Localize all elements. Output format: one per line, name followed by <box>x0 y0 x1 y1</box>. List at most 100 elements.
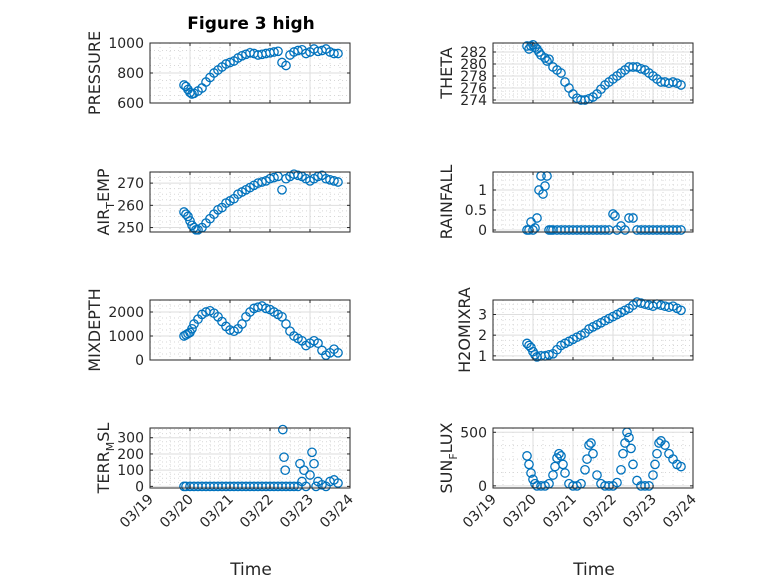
data-point <box>600 225 610 235</box>
y-axis-label: THETA <box>437 47 456 99</box>
data-point <box>281 319 291 329</box>
data-point <box>305 470 315 480</box>
data-point <box>532 213 542 223</box>
x-axis-label-left: Time <box>229 560 272 580</box>
y-tick-label: 274 <box>460 93 487 109</box>
data-point <box>277 311 287 322</box>
y-tick-label: 0 <box>478 479 487 495</box>
data-point <box>261 303 271 314</box>
data-point <box>542 56 552 66</box>
axes-frame <box>149 427 351 489</box>
y-tick-label: 270 <box>117 176 144 192</box>
y-tick-label: 0 <box>478 223 487 239</box>
axes-frame <box>492 171 694 233</box>
data-point <box>636 63 646 74</box>
y-axis-label: SUNFLUX <box>437 422 460 493</box>
y-tick-label: 1 <box>478 349 487 365</box>
data-point <box>269 172 279 183</box>
y-tick-label: 260 <box>117 198 144 214</box>
data-point <box>309 458 319 469</box>
x-tick-label: 03/24 <box>317 491 357 531</box>
data-point <box>586 438 596 448</box>
data-point <box>588 448 598 459</box>
data-point <box>277 424 288 435</box>
data-point <box>620 225 630 235</box>
data-point <box>333 48 343 59</box>
data-point <box>616 464 626 475</box>
y-tick-label: 0.5 <box>465 203 487 219</box>
data-point <box>329 176 339 186</box>
x-tick-label: 03/21 <box>197 492 237 532</box>
data-point <box>582 454 592 464</box>
subplot-4: 0 0.5 1 RAINFALL <box>437 165 694 240</box>
y-tick-label: 100 <box>117 463 144 479</box>
y-tick-label: 200 <box>117 447 144 463</box>
data-point <box>626 443 636 454</box>
axes-frame <box>492 427 694 489</box>
data-point <box>293 170 303 181</box>
data-point <box>313 338 323 349</box>
y-axis-label: TERRMSL <box>94 423 117 495</box>
x-tick-label: 03/22 <box>237 492 277 532</box>
data-point <box>540 53 550 63</box>
data-point <box>526 41 536 51</box>
data-point <box>187 323 197 334</box>
data-point <box>277 184 287 195</box>
data-point <box>676 80 686 90</box>
data-point <box>624 213 634 223</box>
y-tick-label: 280 <box>460 57 487 73</box>
data-point <box>554 448 564 459</box>
data-point <box>610 211 620 221</box>
x-tick-label: 03/24 <box>660 491 700 531</box>
x-tick-label: 03/21 <box>540 492 580 532</box>
y-axis-label: RAINFALL <box>437 165 456 240</box>
data-point <box>544 349 554 360</box>
y-axis-label: H2OMIXRA <box>455 287 474 373</box>
data-point <box>333 177 343 187</box>
data-point <box>534 47 544 57</box>
data-point <box>624 432 634 443</box>
figure-title: Figure 3 high <box>187 14 315 34</box>
y-tick-label: 2000 <box>108 305 144 321</box>
data-point <box>280 465 291 476</box>
data-point <box>544 54 554 65</box>
data-point <box>281 60 291 71</box>
data-point <box>279 452 289 463</box>
y-tick-label: 0 <box>135 479 144 495</box>
data-point <box>269 47 279 57</box>
data-point <box>676 225 686 235</box>
axes-frame <box>149 299 351 361</box>
data-point <box>329 48 339 59</box>
subplot-8: 0 500 03/19 03/20 03/21 03/22 03/23 03/24 SUNFLU… <box>437 422 700 531</box>
y-tick-label: 1000 <box>108 329 144 345</box>
axes-frame <box>492 42 694 104</box>
data-point <box>654 438 664 448</box>
x-tick-label: 03/19 <box>460 492 500 532</box>
x-tick-label: 03/23 <box>620 492 660 532</box>
y-axis-label: AIRTEMP <box>94 168 117 235</box>
x-tick-label: 03/20 <box>500 492 540 532</box>
x-tick-label: 03/19 <box>117 492 157 532</box>
y-axis-label: PRESSURE <box>85 31 104 115</box>
x-tick-label: 03/20 <box>157 492 197 532</box>
data-point <box>307 447 317 458</box>
y-tick-label: 282 <box>460 45 487 61</box>
data-point <box>257 177 267 187</box>
y-tick-label: 800 <box>117 66 144 82</box>
data-point <box>640 481 650 491</box>
data-point <box>311 481 321 492</box>
data-point <box>592 470 602 480</box>
data-point <box>530 349 540 360</box>
data-point <box>580 464 590 475</box>
y-tick-label: 600 <box>117 96 144 112</box>
data-point <box>556 68 566 78</box>
data-point <box>660 440 670 450</box>
data-point <box>650 459 660 470</box>
y-tick-label: 1000 <box>108 36 144 52</box>
data-point <box>183 211 193 222</box>
data-point <box>612 477 622 488</box>
